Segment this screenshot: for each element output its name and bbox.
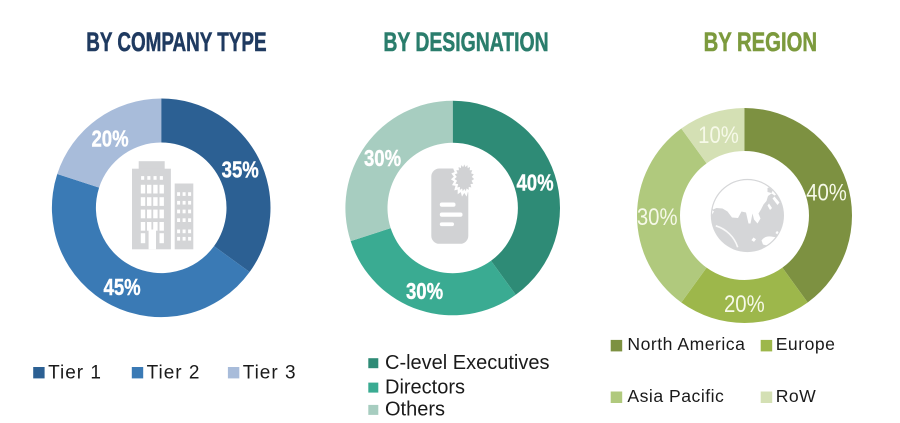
svg-text:RoW: RoW [776,386,817,406]
svg-text:40%: 40% [516,170,553,196]
svg-text:Tier 1: Tier 1 [48,362,102,383]
svg-text:30%: 30% [364,146,401,172]
svg-text:BY REGION: BY REGION [704,29,817,58]
svg-text:40%: 40% [806,179,847,206]
svg-text:BY COMPANY TYPE: BY COMPANY TYPE [86,27,266,57]
svg-text:20%: 20% [91,126,128,152]
svg-text:10%: 10% [698,121,739,148]
svg-text:North America: North America [627,334,745,354]
svg-text:20%: 20% [724,290,765,317]
svg-text:Others: Others [385,399,445,421]
svg-text:30%: 30% [637,203,678,230]
svg-text:Europe: Europe [776,334,836,354]
svg-text:BY DESIGNATION: BY DESIGNATION [383,27,548,57]
svg-text:Directors: Directors [385,376,465,398]
svg-text:Tier 2: Tier 2 [147,362,201,383]
svg-text:Asia Pacific: Asia Pacific [627,386,724,406]
svg-text:45%: 45% [104,275,141,301]
svg-text:Tier 3: Tier 3 [243,362,297,383]
svg-text:35%: 35% [222,157,259,183]
svg-text:30%: 30% [406,279,443,305]
svg-text:C-level Executives: C-level Executives [385,352,550,374]
